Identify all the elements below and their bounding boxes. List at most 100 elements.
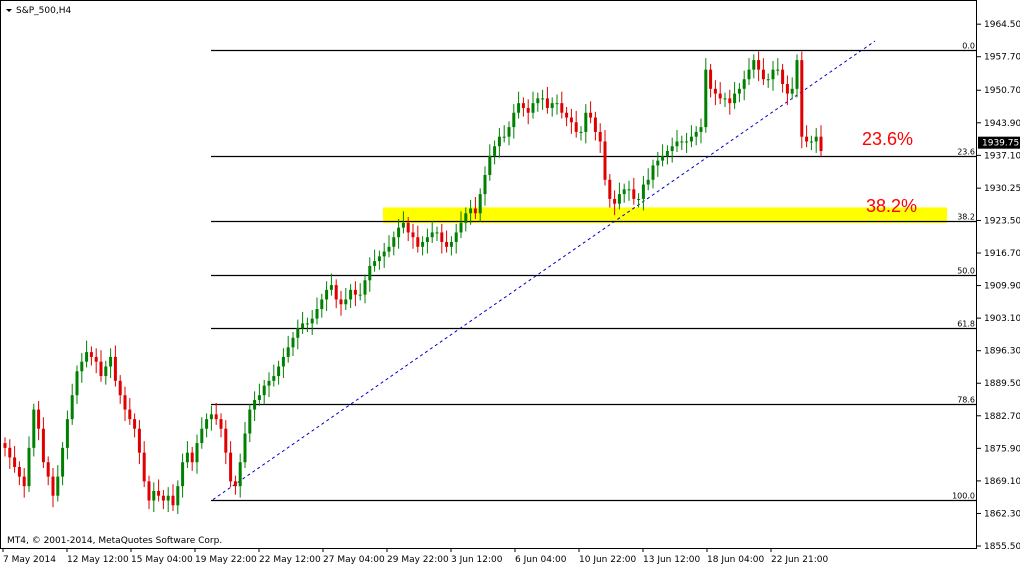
candle — [646, 168, 650, 191]
y-tick-label: 1855.50 — [984, 542, 1020, 552]
candle — [584, 104, 588, 144]
x-tick-label: 13 Jun 12:00 — [643, 555, 700, 565]
candle — [565, 107, 569, 127]
fib-level-label: 100.0 — [952, 492, 975, 501]
candle — [334, 279, 338, 309]
candle — [425, 228, 429, 254]
x-tick-label: 3 Jun 12:00 — [451, 555, 503, 565]
candle — [541, 89, 545, 110]
candle — [310, 309, 314, 335]
candle — [771, 61, 775, 91]
candle — [661, 144, 665, 167]
candle — [401, 211, 405, 234]
candle — [608, 174, 612, 208]
y-tick-label: 1937.10 — [984, 151, 1020, 161]
y-tick-label: 1930.25 — [984, 184, 1020, 194]
chart-header: S&P_500,H4 — [6, 6, 71, 16]
fib-level-label: 23.6 — [957, 148, 975, 157]
candle — [171, 484, 175, 512]
candle — [593, 111, 597, 141]
y-axis: 1964.50 1957.70 1950.70 1943.90 1937.10 1930.… — [977, 20, 1020, 552]
candle — [699, 118, 703, 144]
candle — [325, 281, 329, 311]
candle — [147, 475, 151, 510]
candle — [224, 420, 228, 465]
candle — [574, 110, 578, 138]
candle — [507, 121, 511, 146]
candle — [339, 290, 343, 316]
fibonacci-retracement[interactable]: 0.0 23.6 38.2 50.0 61.8 78.6 100.0 — [211, 42, 977, 502]
candle — [80, 353, 84, 383]
candle — [229, 441, 233, 488]
candle — [464, 207, 468, 232]
candle — [272, 364, 276, 387]
candle — [253, 391, 257, 422]
y-tick-label: 1957.70 — [984, 53, 1020, 63]
y-tick-label: 1909.90 — [984, 282, 1020, 292]
candle — [166, 487, 170, 513]
x-tick-label: 6 Jun 04:00 — [515, 555, 567, 565]
candle — [617, 182, 621, 210]
x-tick-label: 22 Jun 21:00 — [771, 555, 828, 565]
x-tick-label: 12 May 12:00 — [67, 555, 129, 565]
candle — [353, 281, 357, 307]
x-axis: 7 May 2014 12 May 12:00 15 May 04:00 19 May… — [2, 548, 828, 565]
candle — [536, 92, 540, 112]
candle — [440, 223, 444, 254]
candle — [603, 129, 607, 186]
candle — [358, 283, 362, 301]
candle — [526, 99, 530, 125]
plot-area — [0, 0, 977, 549]
candle — [637, 193, 641, 208]
fib-level-label: 50.0 — [957, 267, 975, 276]
candle — [85, 340, 89, 368]
candle — [200, 417, 204, 449]
candle — [382, 242, 386, 268]
candle — [109, 348, 113, 378]
candle — [301, 311, 305, 334]
candle — [89, 346, 93, 366]
candle — [176, 480, 180, 514]
candle — [435, 226, 439, 242]
candle — [747, 58, 751, 85]
candle — [416, 225, 420, 253]
candle — [70, 383, 74, 425]
x-tick-label: 19 May 22:00 — [195, 555, 257, 565]
candle — [709, 63, 713, 98]
fib-annotation-38-2: 38.2% — [866, 196, 917, 216]
candle — [459, 211, 463, 239]
candle — [795, 54, 799, 98]
candle — [421, 236, 425, 256]
candle — [128, 398, 132, 425]
candle — [555, 94, 559, 115]
trendline[interactable] — [212, 40, 876, 500]
candle — [483, 166, 487, 206]
candle — [373, 249, 377, 272]
candle — [320, 293, 324, 318]
candle — [262, 379, 266, 404]
candle — [190, 446, 194, 471]
candle — [291, 332, 295, 356]
x-tick-label: 10 Jun 22:00 — [579, 555, 636, 565]
candle — [723, 92, 727, 108]
support-zone-layer — [383, 207, 947, 223]
candle — [296, 319, 300, 350]
candle — [305, 317, 309, 333]
candle — [776, 58, 780, 76]
fib-level-label: 0.0 — [962, 42, 975, 51]
y-tick-label: 1896.30 — [984, 347, 1020, 357]
y-tick-label: 1916.70 — [984, 249, 1020, 259]
candle — [257, 383, 261, 406]
y-tick-label: 1903.10 — [984, 314, 1020, 324]
candle — [512, 104, 516, 139]
candle — [560, 91, 564, 119]
chart-menu-arrow-icon[interactable] — [6, 9, 12, 12]
candle — [277, 360, 281, 385]
candle — [454, 223, 458, 254]
x-tick-label: 18 Jun 04:00 — [707, 555, 764, 565]
candle — [521, 97, 525, 117]
copyright-text: MT4, © 2001-2014, MetaQuotes Software Co… — [7, 536, 222, 546]
candle — [238, 453, 242, 498]
candle — [469, 199, 473, 225]
